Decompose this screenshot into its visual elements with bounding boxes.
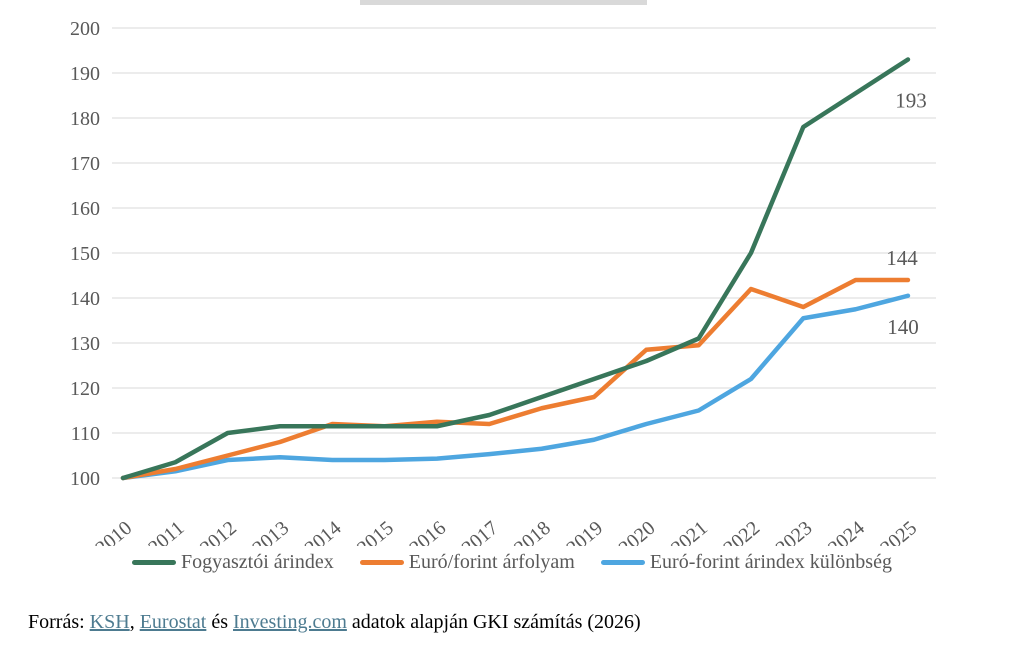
x-tick-label-2022: 2022 [719,517,764,546]
x-tick-label-2011: 2011 [144,517,188,546]
x-tick-label-2021: 2021 [667,517,712,546]
x-tick-label-2015: 2015 [353,517,398,546]
y-tick-label-160: 160 [70,198,100,220]
series-line-2 [120,293,911,481]
x-tick-label-2019: 2019 [562,517,607,546]
series-line-1 [120,277,911,481]
legend-label: Euró-forint árindex különbség [649,551,892,573]
x-tick-label-2017: 2017 [458,517,503,546]
source-sep2: és [206,611,234,633]
y-tick-label-190: 190 [70,63,100,85]
x-tick-label-2024: 2024 [824,517,869,546]
link-investing[interactable]: Investing.com [233,611,347,633]
legend-swatch-orange-line [359,560,404,565]
y-tick-label-120: 120 [70,378,100,400]
legend-label: Fogyasztói árindex [181,551,334,573]
legend-swatch-blue-line [600,560,645,565]
y-tick-label-180: 180 [70,108,100,130]
legend-item-euro-forint-arindex-kulonbseg: Euró-forint árindex különbség [600,551,892,574]
y-tick-label-100: 100 [70,468,100,490]
source-caption: Forrás: KSH, Eurostat és Investing.com a… [28,611,988,650]
link-eurostat[interactable]: Eurostat [139,611,207,633]
source-prefix: Forrás: [28,611,90,633]
y-tick-label-130: 130 [70,333,100,355]
chart-legend: Fogyasztói árindex Euró/forint árfolyam … [0,551,1024,574]
legend-item-fogyasztoi-arindex: Fogyasztói árindex [132,551,334,574]
x-tick-label-2016: 2016 [405,517,450,546]
y-tick-label-170: 170 [70,153,100,175]
x-tick-label-2018: 2018 [510,517,555,546]
x-tick-label-2010: 2010 [91,517,136,546]
y-tick-label-150: 150 [70,243,100,265]
legend-label: Euró/forint árfolyam [408,551,575,573]
y-tick-label-110: 110 [71,423,100,445]
x-tick-label-2014: 2014 [301,517,346,546]
x-tick-label-2013: 2013 [248,517,293,546]
x-tick-label-2012: 2012 [196,517,241,546]
series-end-label-2: 140 [887,315,919,339]
series-end-label-0: 193 [895,89,927,113]
top-partial-bar [360,0,647,5]
link-ksh[interactable]: KSH [89,611,130,633]
y-tick-label-200: 200 [70,18,100,40]
source-sep1: , [129,611,140,633]
legend-swatch-green-line [132,560,176,565]
legend-item-euro-forint-arfolyam: Euró/forint árfolyam [359,551,575,574]
series-end-label-1: 144 [886,246,918,270]
series-line-0 [120,57,911,481]
source-suffix: adatok alapján GKI számítás (2026) [351,611,641,633]
y-tick-label-140: 140 [70,288,100,310]
x-tick-label-2023: 2023 [772,517,817,546]
line-chart: 100 110 120 130 140 150 160 170 180 190 200 2010 201… [70,18,936,546]
x-tick-label-2020: 2020 [615,517,660,546]
x-tick-label-2025: 2025 [876,517,921,546]
